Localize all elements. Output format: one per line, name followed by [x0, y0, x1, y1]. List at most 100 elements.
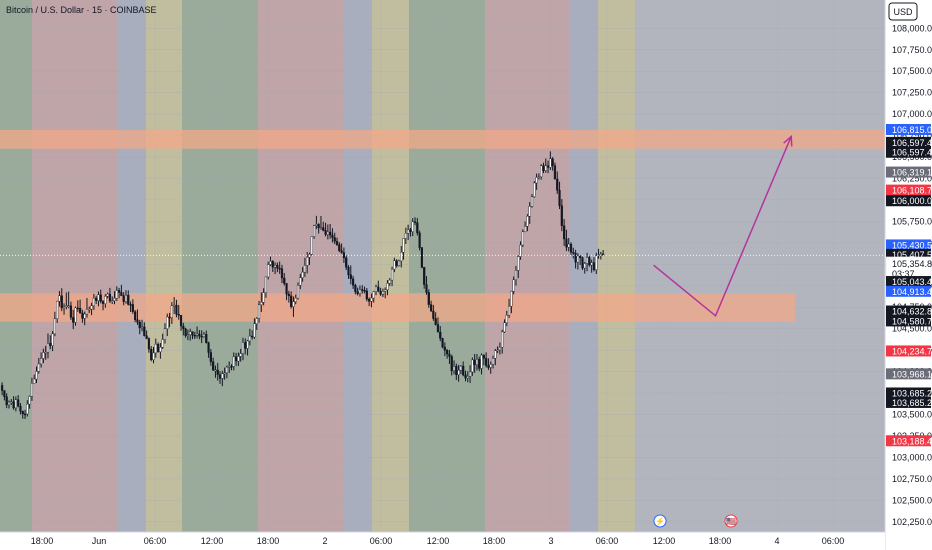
candle[interactable] — [85, 298, 89, 318]
candle[interactable] — [72, 309, 75, 330]
candle[interactable] — [416, 218, 419, 236]
candle[interactable] — [407, 224, 410, 241]
candle[interactable] — [207, 341, 210, 358]
candle[interactable] — [576, 253, 579, 270]
candle[interactable] — [310, 236, 313, 256]
candle[interactable] — [267, 261, 270, 280]
candle[interactable] — [150, 345, 153, 362]
candle[interactable] — [136, 309, 139, 325]
candle[interactable] — [400, 245, 403, 268]
candle[interactable] — [23, 409, 27, 420]
candle[interactable] — [317, 223, 320, 234]
candle[interactable] — [592, 257, 596, 272]
candle[interactable] — [17, 395, 20, 408]
candle[interactable] — [556, 171, 559, 194]
candle[interactable] — [351, 275, 355, 289]
candle[interactable] — [138, 319, 141, 335]
candle[interactable] — [540, 164, 543, 180]
candle[interactable] — [143, 322, 146, 337]
candle[interactable] — [563, 218, 566, 247]
candle[interactable] — [436, 317, 440, 333]
candle[interactable] — [335, 237, 339, 246]
candle[interactable] — [10, 399, 13, 405]
candle[interactable] — [14, 396, 17, 412]
currency-button[interactable]: USD — [888, 2, 918, 21]
candle[interactable] — [182, 322, 185, 336]
candle[interactable] — [95, 295, 98, 304]
candle[interactable] — [262, 288, 265, 306]
time-axis[interactable] — [0, 532, 885, 550]
candle[interactable] — [280, 264, 284, 284]
candle[interactable] — [326, 224, 329, 240]
candle[interactable] — [205, 330, 208, 344]
candle[interactable] — [212, 357, 215, 371]
candle[interactable] — [232, 352, 235, 371]
candle[interactable] — [124, 290, 128, 304]
candle[interactable] — [482, 354, 485, 366]
candle[interactable] — [283, 272, 286, 286]
candle[interactable] — [423, 266, 426, 289]
candle[interactable] — [294, 294, 297, 305]
candle[interactable] — [117, 287, 121, 299]
candle[interactable] — [230, 364, 233, 371]
candle[interactable] — [533, 181, 536, 198]
candle[interactable] — [111, 296, 114, 305]
candle[interactable] — [92, 293, 95, 310]
candle[interactable] — [544, 158, 547, 173]
candle[interactable] — [257, 300, 261, 323]
candle[interactable] — [581, 256, 584, 270]
candle[interactable] — [260, 292, 263, 312]
candle[interactable] — [51, 331, 54, 352]
candle[interactable] — [145, 330, 148, 340]
candle[interactable] — [439, 326, 442, 342]
candle[interactable] — [549, 151, 552, 170]
candle[interactable] — [221, 370, 224, 387]
candle[interactable] — [97, 291, 100, 307]
candle[interactable] — [368, 297, 371, 307]
candle[interactable] — [308, 252, 311, 265]
candle[interactable] — [39, 352, 43, 368]
candle[interactable] — [319, 215, 323, 230]
candle[interactable] — [464, 370, 467, 382]
candle[interactable] — [246, 339, 249, 356]
candle[interactable] — [510, 290, 513, 314]
candle[interactable] — [285, 283, 288, 301]
candle[interactable] — [572, 247, 575, 259]
candle[interactable] — [198, 330, 201, 340]
candle[interactable] — [537, 173, 540, 180]
candle[interactable] — [131, 299, 134, 314]
candle[interactable] — [390, 266, 394, 286]
candle[interactable] — [53, 311, 56, 337]
candle[interactable] — [324, 222, 327, 237]
candle[interactable] — [496, 346, 499, 354]
projection-line[interactable] — [653, 136, 792, 318]
candle[interactable] — [429, 300, 433, 312]
candle[interactable] — [241, 337, 245, 361]
candle[interactable] — [140, 319, 144, 332]
candle[interactable] — [501, 329, 504, 354]
candle[interactable] — [381, 288, 385, 298]
candle[interactable] — [542, 162, 545, 174]
candle[interactable] — [228, 361, 231, 374]
candle[interactable] — [585, 252, 589, 272]
candle[interactable] — [471, 357, 474, 376]
candle[interactable] — [358, 285, 362, 297]
candle[interactable] — [404, 227, 407, 245]
candle[interactable] — [290, 291, 293, 309]
candle[interactable] — [173, 297, 176, 314]
candle[interactable] — [457, 364, 460, 382]
candle[interactable] — [448, 350, 451, 364]
candle[interactable] — [512, 276, 515, 295]
candle[interactable] — [574, 249, 577, 269]
candle[interactable] — [239, 348, 242, 362]
candle[interactable] — [347, 265, 350, 279]
candle[interactable] — [37, 357, 40, 374]
candle[interactable] — [159, 342, 162, 359]
candle[interactable] — [595, 252, 598, 275]
candle[interactable] — [33, 374, 36, 384]
candle[interactable] — [558, 181, 561, 210]
candle[interactable] — [526, 214, 529, 232]
candle[interactable] — [264, 276, 268, 298]
candle[interactable] — [450, 354, 453, 376]
candle[interactable] — [225, 365, 229, 379]
